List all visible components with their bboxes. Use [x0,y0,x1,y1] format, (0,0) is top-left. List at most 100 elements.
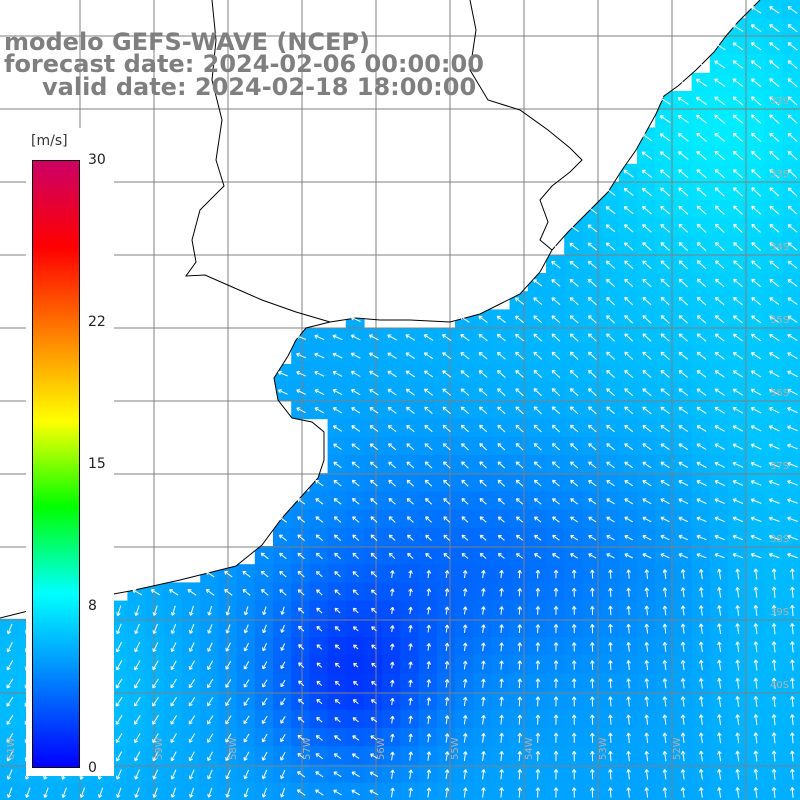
wind-arrow [753,586,759,598]
wind-arrow [553,642,559,652]
speed-cell [709,728,729,747]
wind-arrow [698,568,704,580]
wind-arrow [626,696,631,707]
wind-arrow [570,461,579,469]
wind-arrow [624,553,634,559]
wind-arrow [569,279,579,287]
wind-arrow [623,187,634,196]
wind-arrow [750,370,762,378]
speed-cell [509,655,529,674]
speed-cell [655,691,674,711]
wind-arrow [423,352,434,360]
wind-arrow [589,678,595,689]
wind-arrow [369,461,378,469]
wind-arrow [624,443,634,451]
wind-arrow [571,606,577,615]
wind-arrow [405,352,416,360]
wind-arrow [698,659,704,671]
wind-arrow [551,424,561,433]
wind-arrow [735,677,740,689]
wind-arrow [443,498,451,505]
wind-arrow [115,696,123,707]
speed-cell [782,764,800,784]
wind-arrow [662,678,668,689]
wind-arrow [769,78,780,88]
wind-arrow [152,678,159,689]
wind-arrow [535,714,541,725]
wind-arrow [680,732,686,744]
wind-arrow [642,370,652,378]
wind-arrow [499,569,504,579]
wind-arrow [660,406,670,415]
wind-arrow [260,570,269,578]
wind-arrow [571,678,577,689]
speed-cell [746,709,765,729]
speed-cell [728,691,747,711]
wind-arrow [224,589,233,596]
longitude-label: 56W [376,737,387,760]
speed-cell [400,655,420,674]
wind-arrow [499,732,504,743]
wind-arrow [515,461,524,469]
wind-arrow [551,261,561,269]
wind-arrow [787,6,798,14]
wind-arrow [134,751,141,762]
speed-cell [673,564,693,583]
speed-cell [182,782,201,800]
wind-arrow [534,516,542,523]
wind-arrow [642,205,652,215]
wind-arrow [642,333,652,342]
wind-arrow [642,480,652,487]
wind-arrow [515,498,524,505]
wind-arrow [152,715,159,725]
wind-arrow [463,787,468,798]
speed-cell [200,709,219,729]
wind-arrow [769,150,780,161]
wind-arrow [662,623,668,634]
speed-cell [655,709,674,729]
wind-arrow [277,370,288,377]
speed-cell [473,709,492,729]
wind-arrow [750,461,762,468]
wind-arrow [642,388,652,396]
wind-arrow [297,607,305,614]
wind-arrow [533,443,542,451]
wind-arrow [298,698,305,705]
wind-arrow [641,169,653,178]
wind-arrow [408,787,413,798]
wind-arrow [387,388,397,396]
wind-arrow [207,624,213,634]
wind-arrow [388,552,396,560]
wind-arrow [406,461,415,469]
wind-arrow [717,696,722,707]
wind-arrow [553,732,559,743]
wind-arrow [678,315,688,324]
wind-arrow [587,315,597,324]
longitude-label: 54W [524,737,535,760]
wind-arrow [499,678,504,688]
speed-cell [637,618,656,638]
wind-arrow [189,623,195,634]
speed-cell [564,746,583,765]
wind-arrow [790,695,795,707]
wind-arrow [332,425,343,432]
wind-arrow [426,661,432,669]
speed-cell [491,728,511,747]
wind-arrow [297,498,306,505]
speed-cell [436,673,456,693]
wind-arrow [696,498,707,505]
wind-arrow [517,624,523,634]
longitude-label: 58W [228,737,239,760]
wind-arrow [315,771,324,778]
wind-arrow [750,6,762,14]
wind-arrow [460,315,470,323]
speed-cell [473,691,492,711]
wind-arrow [352,516,360,523]
wind-arrow [771,568,777,580]
wind-arrow [571,714,577,725]
wind-arrow [426,697,432,706]
wind-arrow [551,461,560,469]
speed-cell [637,709,656,729]
wind-arrow [535,751,541,762]
wind-arrow [696,187,707,197]
